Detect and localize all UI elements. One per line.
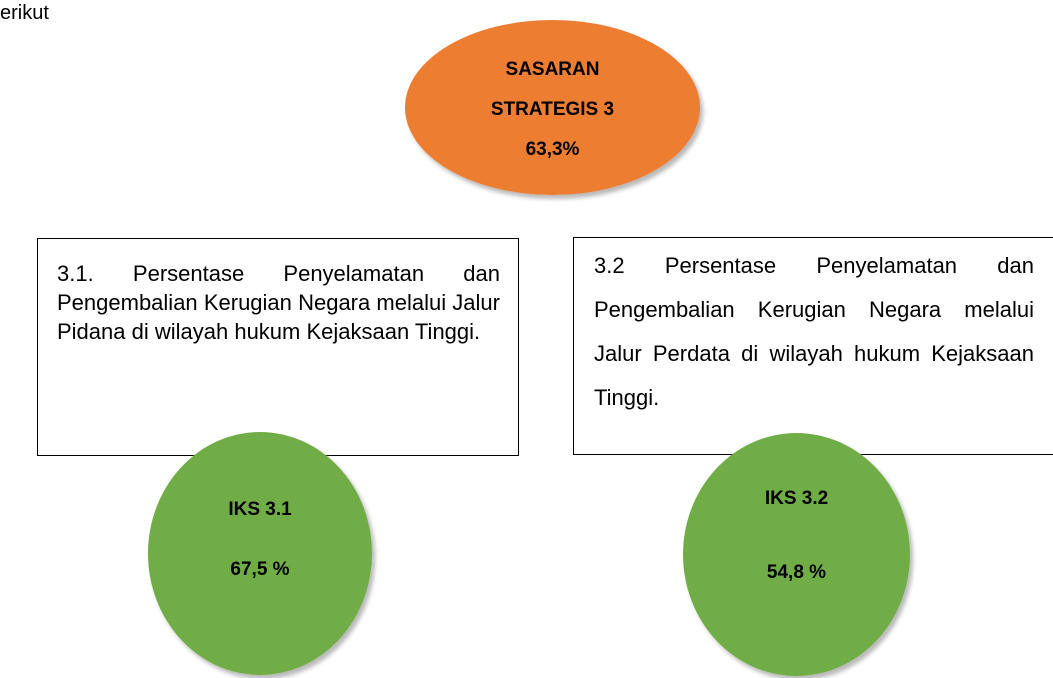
indicator-ellipse: IKS 3.1 67,5 % xyxy=(148,432,372,675)
indicator-label: IKS 3.2 xyxy=(764,487,829,509)
intro-text: erikut xyxy=(0,2,49,24)
indicator-description: 3.1. Persentase Penyelamatan dan Pengemb… xyxy=(57,261,500,344)
goal-ellipse: SASARAN STRATEGIS 3 63,3% xyxy=(405,20,700,195)
indicator-ellipse: IKS 3.2 54,8 % xyxy=(683,433,910,676)
indicator-box: 3.2 Persentase Penyelamatan dan Pengemba… xyxy=(573,237,1053,455)
goal-line: SASARAN xyxy=(505,58,600,80)
indicator-box: 3.1. Persentase Penyelamatan dan Pengemb… xyxy=(37,238,519,456)
goal-line: STRATEGIS 3 xyxy=(490,98,615,120)
indicator-value: 67,5 % xyxy=(230,558,290,580)
indicator-description: 3.2 Persentase Penyelamatan dan Pengemba… xyxy=(594,253,1034,410)
indicator-label: IKS 3.1 xyxy=(228,498,292,520)
goal-value: 63,3% xyxy=(525,138,580,160)
indicator-value: 54,8 % xyxy=(766,561,827,583)
